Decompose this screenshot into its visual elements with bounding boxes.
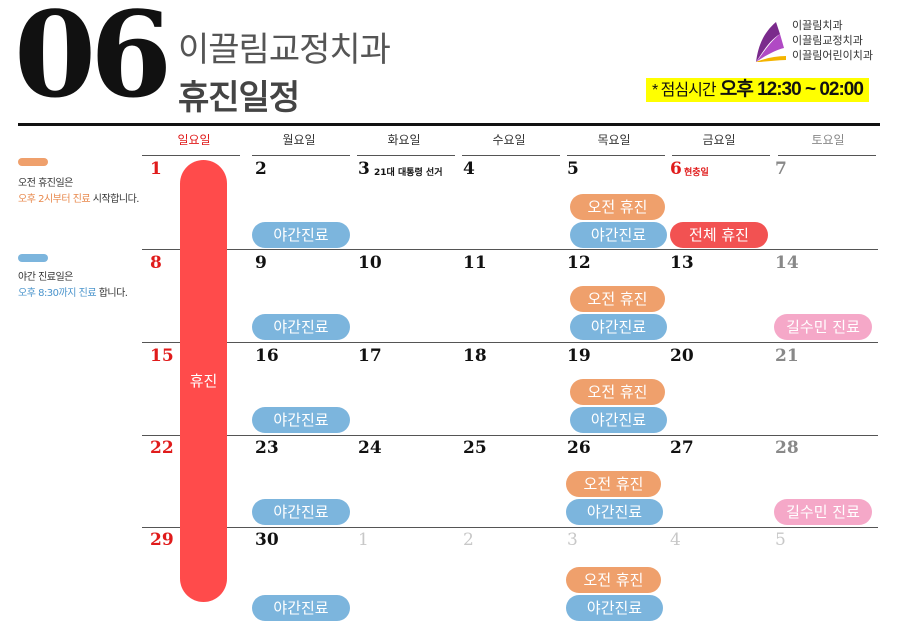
week-divider: [142, 249, 878, 250]
date-cell: 2: [255, 159, 267, 179]
date-cell: 18: [463, 346, 487, 366]
date-cell: 15: [150, 346, 174, 366]
date-cell-next-month: 4: [670, 530, 681, 550]
date-cell: 9: [255, 253, 267, 273]
am-closed-pill: 오전 휴진: [570, 379, 665, 405]
sunday-closed-bar: [180, 160, 227, 602]
date-cell: 30: [255, 530, 279, 550]
date-cell: 21: [775, 346, 799, 366]
legend-am-rest: 시작합니다.: [90, 194, 140, 205]
weekday-underline: [672, 155, 770, 156]
legend-am-highlight: 오후 2시부터 진료: [18, 194, 91, 205]
weekday-mon: 월요일: [282, 133, 316, 147]
am-closed-pill: 오전 휴진: [566, 471, 661, 497]
weekday-underline: [462, 155, 560, 156]
memorial-note: 현충일: [684, 168, 709, 178]
lunch-label: * 점심시간: [652, 82, 717, 99]
page-title: 휴진일정: [178, 79, 300, 117]
date-cell: 5: [567, 159, 579, 179]
weekday-thu: 목요일: [597, 133, 631, 147]
weekday-underline: [357, 155, 455, 156]
brand-list: 이끌림치과 이끌림교정치과 이끌림어린이치과: [792, 18, 873, 63]
night-clinic-pill: 야간진료: [252, 314, 350, 340]
date-cell-next-month: 5: [775, 530, 786, 550]
night-clinic-pill: 야간진료: [252, 499, 350, 525]
night-clinic-pill: 야간진료: [252, 222, 350, 248]
legend-am-line1: 오전 휴진일은: [18, 178, 73, 189]
legend-night-line1: 야간 진료일은: [18, 272, 73, 283]
clinic-logo-icon: [756, 22, 786, 62]
sunday-closed-label: 휴진: [189, 372, 218, 390]
date-cell: 17: [358, 346, 382, 366]
date-cell: 19: [567, 346, 591, 366]
weekday-tue: 화요일: [387, 133, 421, 147]
legend-am-text: 오전 휴진일은 오후 2시부터 진료 시작합니다.: [18, 176, 139, 208]
night-clinic-pill: 야간진료: [570, 407, 667, 433]
date-cell: 16: [255, 346, 279, 366]
month-number: 06: [14, 0, 172, 124]
kil-sumin-pill: 길수민 진료: [774, 314, 872, 340]
weekday-sun: 일요일: [177, 133, 211, 147]
am-closed-pill: 오전 휴진: [570, 286, 665, 312]
date-cell: 3: [358, 159, 370, 179]
weekday-fri: 금요일: [702, 133, 736, 147]
week-divider: [142, 527, 878, 528]
weekday-sat: 토요일: [811, 133, 845, 147]
date-cell: 24: [358, 438, 382, 458]
date-cell-next-month: 2: [463, 530, 474, 550]
clinic-name: 이끌림교정치과: [178, 31, 391, 69]
date-cell: 4: [463, 159, 475, 179]
weekday-wed: 수요일: [492, 133, 526, 147]
date-cell: 8: [150, 253, 162, 273]
date-cell: 10: [358, 253, 382, 273]
lunch-time: 오후 12:30 ~ 02:00: [719, 79, 864, 100]
date-cell: 20: [670, 346, 694, 366]
lunch-time-badge: * 점심시간 오후 12:30 ~ 02:00: [646, 78, 869, 102]
date-cell: 7: [775, 159, 787, 179]
date-cell: 25: [463, 438, 487, 458]
brand-line-1: 이끌림치과: [792, 19, 843, 32]
date-cell: 13: [670, 253, 694, 273]
night-clinic-pill: 야간진료: [252, 595, 350, 621]
date-cell: 11: [463, 253, 487, 273]
weekday-underline: [142, 155, 240, 156]
kil-sumin-pill: 길수민 진료: [774, 499, 872, 525]
date-cell: 22: [150, 438, 174, 458]
date-cell: 29: [150, 530, 174, 550]
week-divider: [142, 342, 878, 343]
header-divider: [18, 123, 880, 126]
date-cell-next-month: 3: [567, 530, 578, 550]
night-clinic-pill: 야간진료: [566, 499, 663, 525]
date-cell: 6: [670, 159, 682, 179]
legend-night-highlight: 오후 8:30까지 진료: [18, 288, 97, 299]
am-closed-pill: 오전 휴진: [570, 194, 665, 220]
night-clinic-pill: 야간진료: [570, 222, 667, 248]
brand-line-3: 이끌림어린이치과: [792, 49, 873, 62]
date-cell: 28: [775, 438, 799, 458]
am-closed-pill: 오전 휴진: [566, 567, 661, 593]
date-cell: 26: [567, 438, 591, 458]
date-cell: 14: [775, 253, 799, 273]
date-cell-next-month: 1: [358, 530, 369, 550]
legend-night-swatch: [18, 254, 48, 262]
date-cell: 23: [255, 438, 279, 458]
legend-am-swatch: [18, 158, 48, 166]
weekday-underline: [567, 155, 665, 156]
night-clinic-pill: 야간진료: [566, 595, 663, 621]
week-divider: [142, 435, 878, 436]
night-clinic-pill: 야간진료: [252, 407, 350, 433]
date-cell: 27: [670, 438, 694, 458]
weekday-underline: [252, 155, 350, 156]
legend-night-text: 야간 진료일은 오후 8:30까지 진료 합니다.: [18, 270, 128, 302]
night-clinic-pill: 야간진료: [570, 314, 667, 340]
date-cell: 12: [567, 253, 591, 273]
full-closed-pill: 전체 휴진: [670, 222, 768, 248]
brand-line-2: 이끌림교정치과: [792, 34, 863, 47]
weekday-underline: [778, 155, 876, 156]
election-note: 21대 대통령 선거: [374, 168, 443, 178]
legend-night-rest: 합니다.: [96, 288, 128, 299]
date-cell: 1: [150, 159, 162, 179]
